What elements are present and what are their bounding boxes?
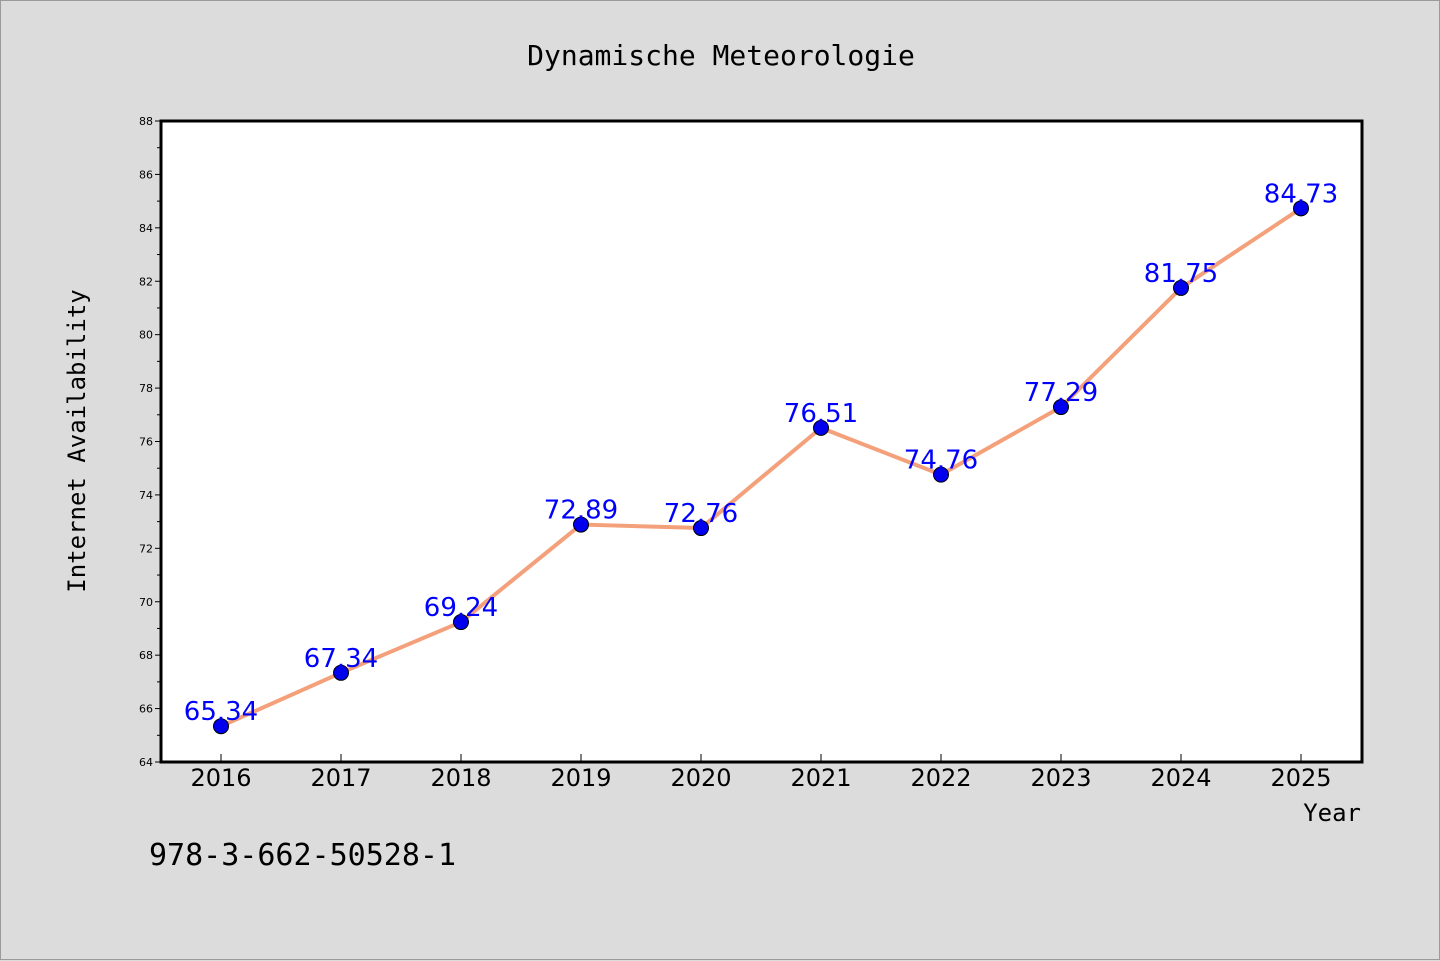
y-tick-label: 72 <box>139 542 153 555</box>
y-tick-label: 66 <box>139 703 153 716</box>
x-tick-label: 2016 <box>190 764 251 792</box>
x-tick-label: 2020 <box>670 764 731 792</box>
y-tick-label: 68 <box>139 649 153 662</box>
plot-area <box>159 119 1364 764</box>
y-axis-tick-labels: 64 66 68 70 72 74 76 78 80 82 84 86 88 <box>139 115 153 769</box>
data-label: 77.29 <box>1024 378 1098 408</box>
y-tick-label: 82 <box>139 275 153 288</box>
x-tick-label: 2018 <box>430 764 491 792</box>
x-axis-tick-labels: 2016 2017 2018 2019 2020 2021 2022 2023 2024 2025 <box>190 764 1331 792</box>
x-tick-label: 2019 <box>550 764 611 792</box>
series-line <box>219 206 1303 729</box>
data-label: 72.76 <box>664 499 738 529</box>
y-tick-label: 80 <box>139 329 153 342</box>
data-label: 76.51 <box>784 399 858 429</box>
y-tick-label: 70 <box>139 596 153 609</box>
data-label: 81.75 <box>1144 259 1218 289</box>
x-axis-label: Year <box>1303 799 1361 827</box>
data-point <box>933 466 949 483</box>
y-axis-label: Internet Availability <box>63 289 91 592</box>
x-tick-label: 2022 <box>910 764 971 792</box>
data-point <box>573 516 589 533</box>
data-label: 67.34 <box>304 644 378 674</box>
data-point <box>1053 399 1069 416</box>
y-tick-label: 76 <box>139 436 153 449</box>
y-tick-label: 86 <box>139 168 153 181</box>
data-label: 65.34 <box>184 697 258 727</box>
y-tick-label: 88 <box>139 115 153 128</box>
data-label: 72.89 <box>544 496 618 526</box>
x-tick-label: 2021 <box>790 764 851 792</box>
x-tick-label: 2024 <box>1150 764 1211 792</box>
data-label: 69.24 <box>424 593 498 623</box>
chart-title: Dynamische Meteorologie <box>527 39 915 72</box>
y-tick-label: 84 <box>139 222 153 235</box>
data-markers <box>213 200 1309 735</box>
y-tick-label: 64 <box>139 756 153 769</box>
x-tick-label: 2025 <box>1270 764 1331 792</box>
x-axis-ticks <box>220 754 1302 762</box>
annotation-text: 978-3-662-50528-1 <box>149 838 456 873</box>
y-tick-label: 74 <box>139 489 153 502</box>
data-point <box>813 419 829 436</box>
data-point <box>213 718 229 735</box>
data-label: 84.73 <box>1264 179 1338 209</box>
data-labels: 65.34 67.34 69.24 72.89 72.76 76.51 74.76 77.29… <box>184 179 1338 727</box>
x-tick-label: 2023 <box>1030 764 1091 792</box>
data-point <box>453 614 469 631</box>
y-tick-label: 78 <box>139 382 153 395</box>
data-label: 74.76 <box>904 446 978 476</box>
x-tick-label: 2017 <box>310 764 371 792</box>
data-point <box>333 664 349 681</box>
data-point <box>1293 200 1309 217</box>
y-axis-ticks <box>155 120 161 763</box>
data-point <box>693 520 709 537</box>
data-point <box>1173 279 1189 296</box>
